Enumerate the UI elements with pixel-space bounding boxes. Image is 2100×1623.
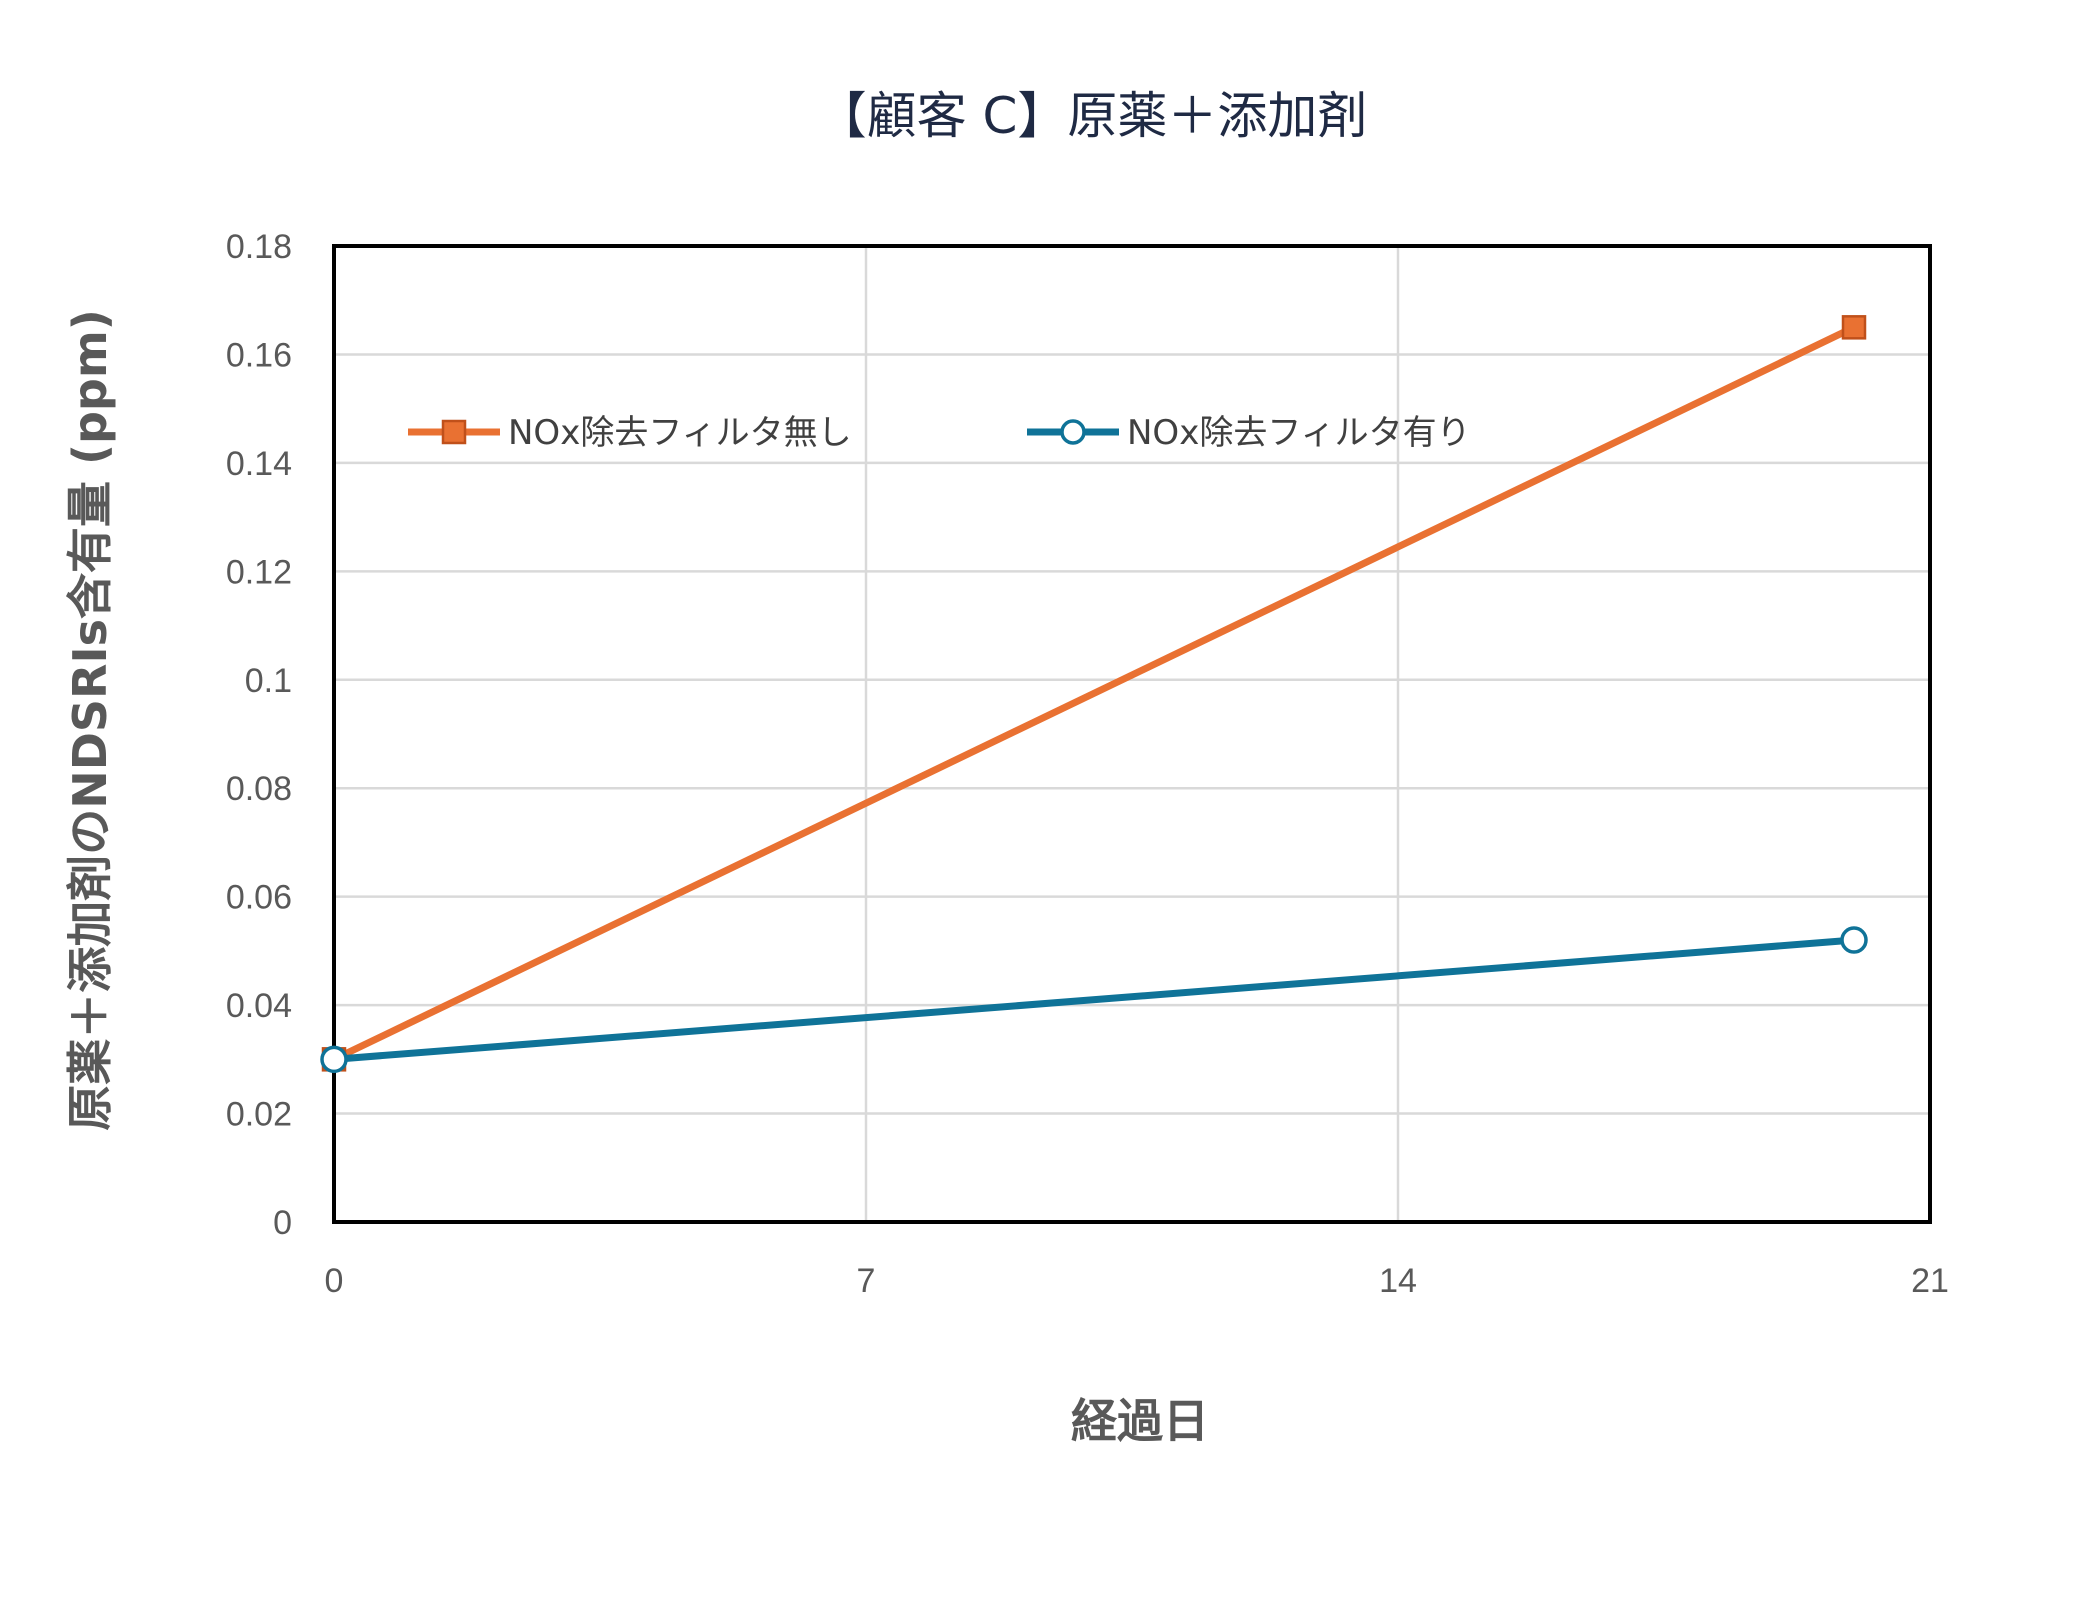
gridlines	[332, 244, 1932, 1224]
y-tick-label: 0.14	[226, 445, 292, 483]
legend-label: NOx除去フィルタ有り	[1127, 413, 1471, 453]
legend: NOx除去フィルタ無し NOx除去フィルタ有り	[408, 413, 1471, 453]
chart-title: 【顧客 C】原薬＋添加剤	[817, 87, 1368, 145]
y-tick-label: 0.08	[226, 770, 292, 808]
data-point-circle	[320, 1045, 348, 1074]
y-tick-label: 0.12	[226, 553, 292, 591]
y-axis-title: 原薬＋添加剤のNDSRIs含有量 (ppm)	[63, 309, 117, 1131]
series-2	[320, 926, 1868, 1074]
legend-marker-square	[441, 419, 467, 445]
y-tick-label: 0.04	[226, 987, 292, 1025]
y-tick-label: 0.1	[245, 662, 292, 700]
data-point-square	[1841, 315, 1867, 340]
plot-area-frame	[332, 244, 1932, 1224]
x-axis-title: 経過日	[1071, 1394, 1209, 1448]
y-tick-label: 0.18	[226, 228, 292, 266]
legend-item: NOx除去フィルタ無し	[408, 413, 852, 453]
x-axis-ticks: 0 7 14 21	[325, 1262, 1949, 1300]
series-line	[333, 936, 1855, 1063]
legend-marker-circle	[1060, 419, 1086, 445]
legend-item: NOx除去フィルタ有り	[1027, 413, 1471, 453]
y-tick-label: 0.06	[226, 879, 292, 917]
x-tick-label: 7	[857, 1262, 876, 1300]
legend-label: NOx除去フィルタ無し	[508, 413, 852, 453]
y-tick-label: 0.16	[226, 336, 292, 374]
data-point-circle	[1840, 926, 1868, 954]
y-tick-label: 0.02	[226, 1096, 292, 1134]
y-tick-label: 0	[273, 1204, 292, 1242]
x-tick-label: 0	[325, 1262, 344, 1300]
y-axis-ticks: 0 0.02 0.04 0.06 0.08 0.1 0.12 0.14 0.16 0.18	[226, 228, 292, 1242]
x-tick-label: 21	[1911, 1262, 1949, 1300]
x-tick-label: 14	[1379, 1262, 1417, 1300]
series-group	[320, 315, 1868, 1074]
series-line	[332, 324, 1856, 1063]
